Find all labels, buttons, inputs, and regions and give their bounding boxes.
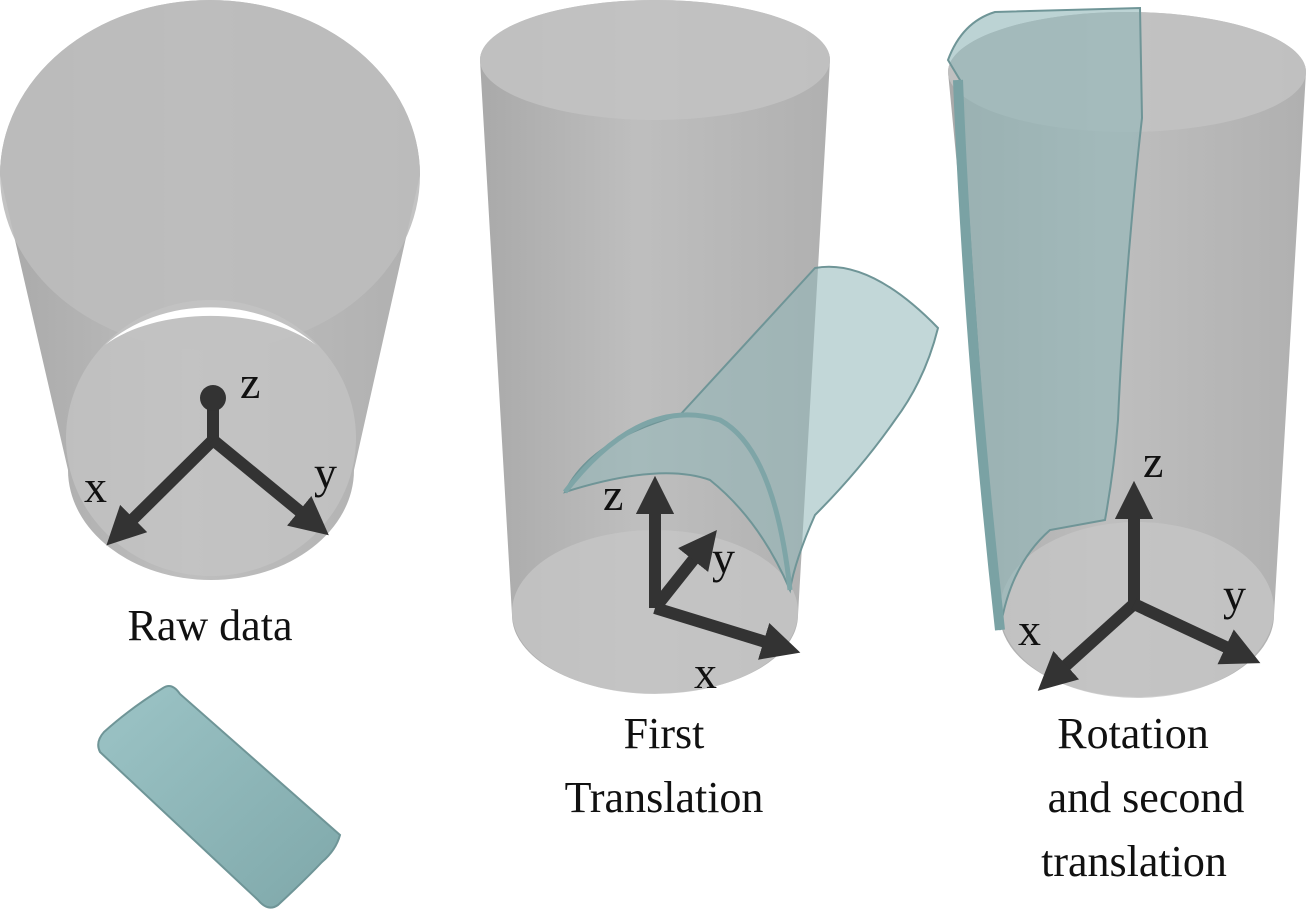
y-axis-label: y xyxy=(1223,569,1246,620)
specimen-left-edge xyxy=(953,79,1005,631)
y-axis-arrow xyxy=(1131,598,1261,665)
x-axis-label: x xyxy=(84,461,107,512)
z-axis-endpoint xyxy=(200,385,226,411)
caption-raw-data: Raw data xyxy=(128,601,293,650)
caption-second-line-1: Rotation xyxy=(1057,709,1209,758)
cylinder-top-cap xyxy=(480,0,830,120)
z-axis-label: z xyxy=(1143,436,1163,487)
y-axis-label: y xyxy=(712,532,735,583)
specimen-arc-edge xyxy=(563,412,793,591)
caption-first-line-2: Translation xyxy=(565,773,764,822)
x-axis-arrow xyxy=(653,602,801,660)
translated-specimen xyxy=(563,265,940,594)
caption-first-line-1: First xyxy=(624,709,705,758)
axis-triad-second xyxy=(1037,480,1261,691)
raw-specimen xyxy=(97,685,342,909)
x-axis-label: x xyxy=(1018,604,1041,655)
y-axis-arrow xyxy=(650,529,717,612)
panel-first-translation: z y x First Translation xyxy=(480,0,940,822)
axis-triad-first xyxy=(635,475,801,660)
y-axis-arrow xyxy=(209,435,329,536)
panel-raw-data: z x y Raw data xyxy=(0,0,420,909)
x-axis-arrow xyxy=(106,435,218,546)
caption-second-line-3: translation xyxy=(1041,837,1227,886)
y-axis-label: y xyxy=(314,447,337,498)
caption-second-line-2: and second xyxy=(1048,773,1245,822)
x-axis-label: x xyxy=(694,647,717,698)
cylinder-body xyxy=(480,0,830,694)
panel-rotation-second-translation: z x y Rotation and second translation xyxy=(946,6,1306,886)
cylinder-top-cap xyxy=(0,0,420,350)
axis-triad-raw xyxy=(106,385,329,546)
z-axis-label: z xyxy=(240,357,260,408)
cylinder-opening xyxy=(105,307,316,345)
x-axis-arrow xyxy=(1037,599,1139,691)
z-axis-label: z xyxy=(603,469,623,520)
